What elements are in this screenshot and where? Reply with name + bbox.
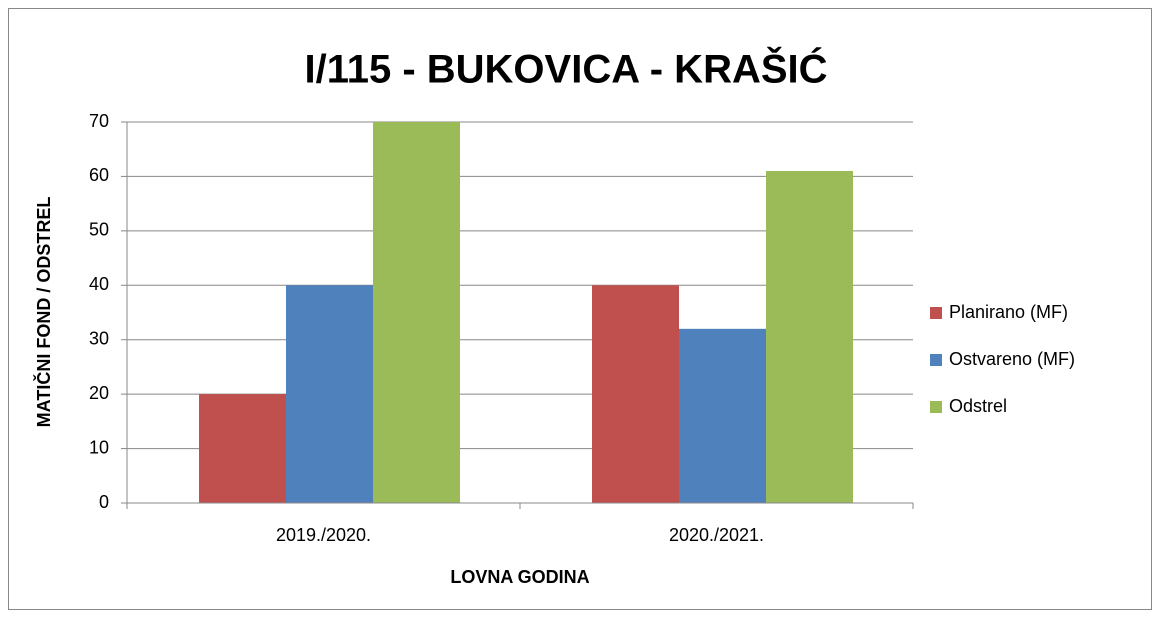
y-tick-label: 30: [89, 328, 109, 348]
legend-label: Planirano (MF): [949, 302, 1068, 322]
y-tick-label: 70: [89, 111, 109, 131]
x-tick-label: 2019./2020.: [276, 525, 371, 545]
bar: [766, 170, 853, 503]
bar: [679, 328, 766, 503]
legend-label: Odstrel: [949, 396, 1007, 416]
legend-swatch: [930, 401, 942, 413]
x-tick-label: 2020./2021.: [669, 525, 764, 545]
bar: [373, 122, 460, 503]
y-tick-label: 0: [99, 492, 109, 512]
bar: [286, 285, 373, 503]
y-axis-label: MATIČNI FOND / ODSTREL: [33, 197, 54, 428]
chart-title: I/115 - BUKOVICA - KRAŠIĆ: [304, 46, 827, 92]
y-tick-label: 20: [89, 383, 109, 403]
legend-label: Ostvareno (MF): [949, 349, 1075, 369]
legend-swatch: [930, 307, 942, 319]
y-tick-label: 40: [89, 274, 109, 294]
y-tick-label: 10: [89, 437, 109, 457]
y-tick-label: 50: [89, 220, 109, 240]
bar: [199, 394, 286, 503]
y-tick-label: 60: [89, 165, 109, 185]
chart-border: [8, 8, 1152, 610]
legend-swatch: [930, 354, 942, 366]
x-axis-label: LOVNA GODINA: [450, 567, 589, 587]
bar: [592, 285, 679, 503]
